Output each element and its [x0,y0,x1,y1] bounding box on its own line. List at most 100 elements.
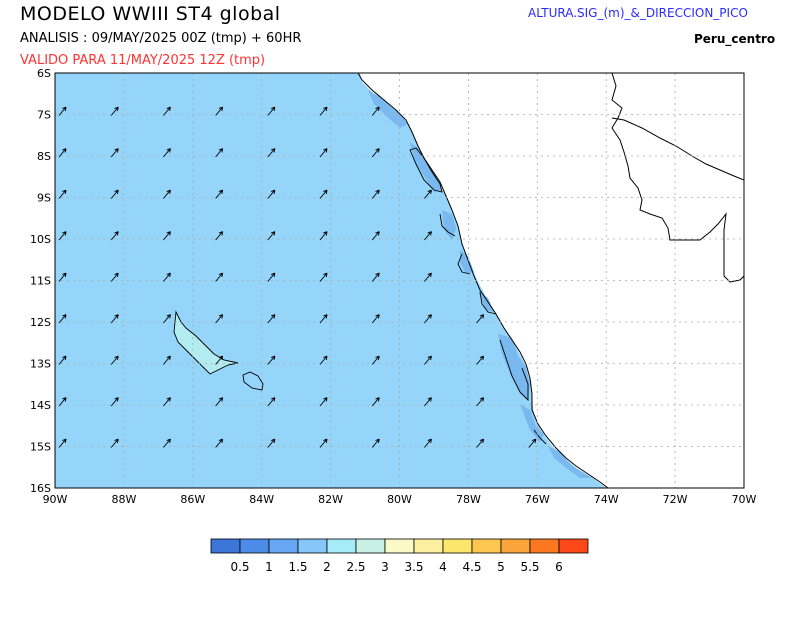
wave-arrow [215,355,224,365]
wave-arrow [110,189,119,199]
offshore-contour-2 [242,371,264,391]
colorbar-swatch [529,538,560,554]
latitude-label: 15S [30,441,51,454]
colorbar-label: 5 [497,560,505,574]
wave-arrow [58,397,67,407]
wave-arrow [319,231,328,241]
latitude-label: 7S [37,109,51,122]
wave-arrow [424,355,432,365]
longitude-label: 72W [663,493,688,506]
valid-time: VALIDO PARA 11/MAY/2025 12Z (tmp) [20,53,266,68]
longitude-label: 78W [456,493,481,506]
colorbar-label: 1 [265,560,273,574]
wave-arrow [476,355,485,365]
wave-arrow [163,189,171,199]
colorbar-swatch [471,538,502,554]
latitude-label: 10S [30,233,51,246]
latitude-label: 8S [37,150,51,163]
colorbar-label: 3.5 [404,560,423,574]
wave-arrow [163,314,171,324]
analysis-time: ANALISIS : 09/MAY/2025 00Z (tmp) + 60HR [20,31,302,46]
longitude-labels: 90W 88W 86W 84W 82W 80W 78W 76W 74W 72W 70W [43,493,757,506]
colorbar-label: 3 [381,560,389,574]
latitude-label: 9S [37,192,51,205]
wave-arrow [267,397,276,407]
wave-arrow [58,148,67,158]
colorbar-swatch [500,538,531,554]
wave-arrow [424,397,432,407]
wave-arrow [371,148,380,158]
wave-arrow [215,189,224,199]
longitude-label: 74W [594,493,619,506]
wave-arrow [319,148,328,158]
wave-arrow [371,189,380,199]
wave-arrow [267,355,276,365]
border-lines [611,73,744,283]
offshore-higher-waves [173,310,239,375]
colorbar: 0.5 1 1.5 2 2.5 3 3.5 4 4.5 5 5.5 6 [210,538,589,574]
wave-arrow [58,189,67,199]
colorbar-label: 6 [555,560,563,574]
colorbar-swatch [413,538,444,554]
colorbar-swatch [355,538,386,554]
wave-arrow [58,272,67,282]
wave-arrow [424,272,432,282]
wave-arrow [58,106,67,116]
longitude-label: 82W [318,493,343,506]
wave-arrow [163,272,171,282]
colorbar-label: 2.5 [346,560,365,574]
longitude-label: 70W [732,493,757,506]
wave-arrow [371,438,380,448]
parameter-label: ALTURA.SIG_(m)_&_DIRECCION_PICO [528,6,748,20]
colorbar-swatch [442,538,473,554]
latitude-label: 6S [37,67,51,80]
wave-arrow [215,397,224,407]
latitude-label: 13S [30,358,51,371]
wave-arrow [371,106,380,116]
wave-arrow [58,355,67,365]
wave-arrow [215,314,224,324]
wave-arrow [528,438,537,448]
colorbar-swatch [384,538,415,554]
wave-arrow [215,231,224,241]
wave-arrow [424,314,432,324]
wave-arrow [319,189,328,199]
wave-arrow [163,397,171,407]
wave-arrow [267,148,276,158]
wave-arrow [319,106,328,116]
wave-arrow [58,314,67,324]
wave-arrow [267,272,276,282]
wave-arrow [319,272,328,282]
colorbar-swatch [297,538,328,554]
wave-arrow [163,106,171,116]
wave-arrow [267,438,276,448]
longitude-label: 90W [43,493,68,506]
colorbar-label: 2 [323,560,331,574]
longitude-label: 86W [180,493,205,506]
wave-direction-arrows [58,106,537,448]
longitude-label: 80W [387,493,412,506]
longitude-label: 84W [249,493,274,506]
colorbar-label: 1.5 [288,560,307,574]
wave-arrow [424,189,432,199]
colorbar-swatch [326,538,357,554]
latitude-label: 16S [30,482,51,495]
wave-arrow [163,231,171,241]
latitude-labels: 6S 7S 8S 9S 10S 11S 12S 13S 14S 15S 16S [30,67,51,495]
wave-arrow [371,397,380,407]
wave-arrow [424,231,432,241]
colorbar-label: 4.5 [462,560,481,574]
nearshore-low-waves [368,90,592,478]
region-label: Peru_centro [694,32,776,46]
wave-arrow [163,148,171,158]
longitude-label: 88W [111,493,136,506]
wave-arrow [267,231,276,241]
wave-arrow [319,355,328,365]
wave-arrow [371,314,380,324]
wave-arrow [110,438,119,448]
wave-arrow [371,355,380,365]
wave-arrow [476,438,485,448]
wave-arrow [319,314,328,324]
colorbar-label: 5.5 [520,560,539,574]
wave-arrow [110,397,119,407]
